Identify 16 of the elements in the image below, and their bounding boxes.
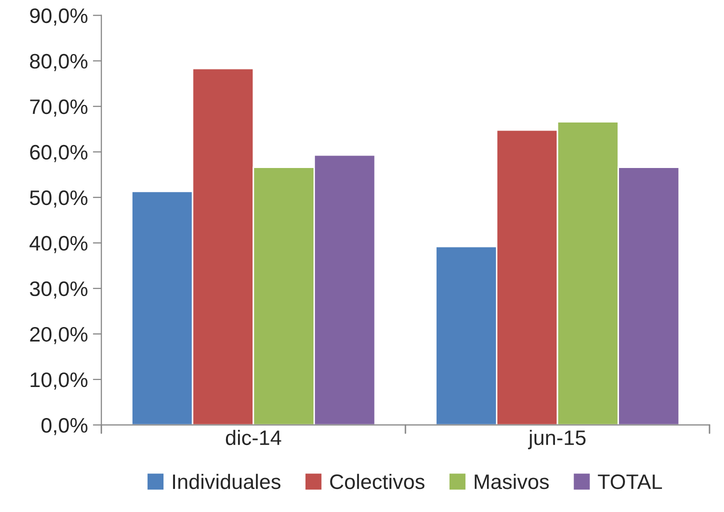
y-tick-label: 60,0% bbox=[30, 144, 88, 162]
y-tick-label: 50,0% bbox=[30, 190, 88, 208]
legend-label: Colectivos bbox=[330, 474, 424, 490]
x-tick-label: dic-14 bbox=[226, 430, 282, 446]
legend-label: TOTAL bbox=[598, 474, 662, 490]
y-tick-label: 70,0% bbox=[30, 99, 88, 117]
y-tick-label: 40,0% bbox=[30, 236, 88, 254]
y-tick-label: 20,0% bbox=[30, 326, 88, 344]
y-tick-label: 30,0% bbox=[30, 281, 88, 299]
y-tick-label: 80,0% bbox=[30, 54, 88, 72]
y-tick-label: 90,0% bbox=[30, 8, 88, 26]
x-tick-label: jun-15 bbox=[528, 430, 586, 450]
legend-label: Individuales bbox=[173, 474, 280, 490]
legend-label: Masivos bbox=[474, 474, 549, 490]
y-tick-label: 0,0% bbox=[41, 418, 88, 436]
y-tick-label: 10,0% bbox=[30, 372, 88, 390]
